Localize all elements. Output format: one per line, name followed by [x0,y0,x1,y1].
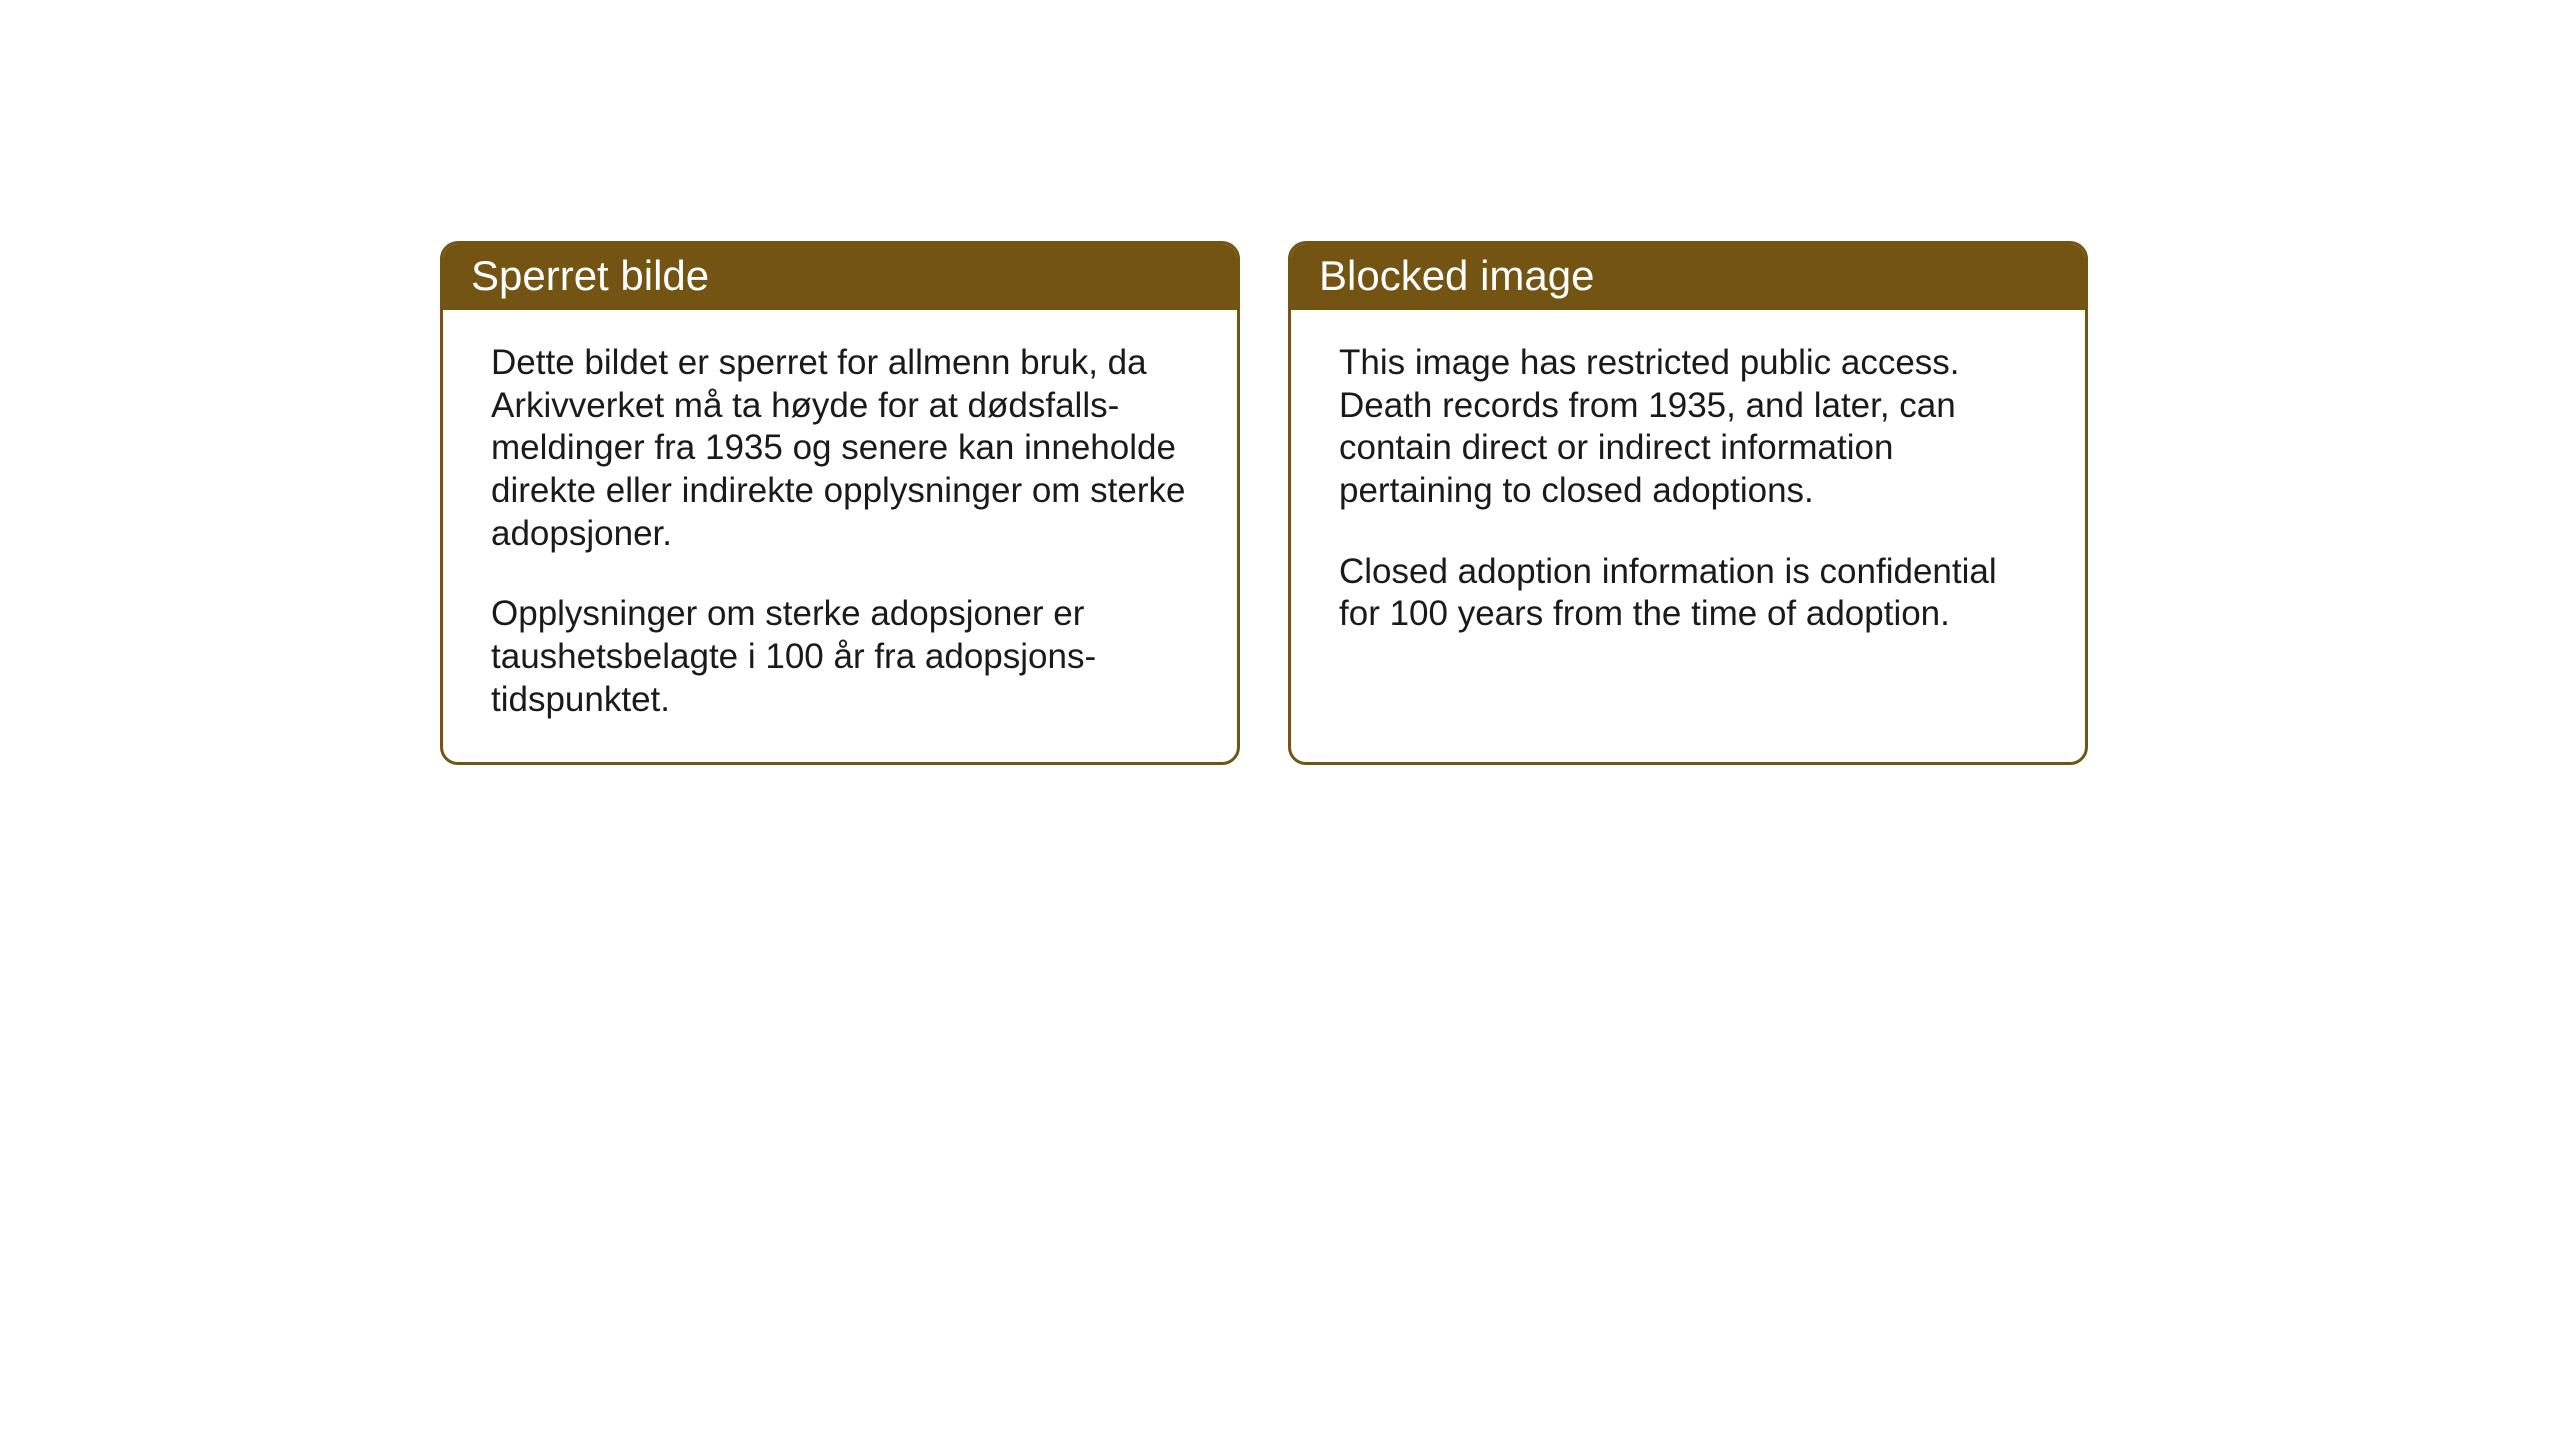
card-title-norwegian: Sperret bilde [471,252,709,299]
card-body-norwegian: Dette bildet er sperret for allmenn bruk… [443,310,1237,762]
card-paragraph-english-2: Closed adoption information is confident… [1339,551,2045,636]
card-body-english: This image has restricted public access.… [1291,310,2085,676]
card-header-english: Blocked image [1291,244,2085,310]
card-paragraph-english-1: This image has restricted public access.… [1339,342,2045,513]
card-header-norwegian: Sperret bilde [443,244,1237,310]
card-paragraph-norwegian-1: Dette bildet er sperret for allmenn bruk… [491,342,1197,555]
notice-card-norwegian: Sperret bilde Dette bildet er sperret fo… [440,241,1240,765]
card-paragraph-norwegian-2: Opplysninger om sterke adopsjoner er tau… [491,593,1197,721]
notice-card-english: Blocked image This image has restricted … [1288,241,2088,765]
card-title-english: Blocked image [1319,252,1594,299]
notice-cards-container: Sperret bilde Dette bildet er sperret fo… [440,241,2088,765]
